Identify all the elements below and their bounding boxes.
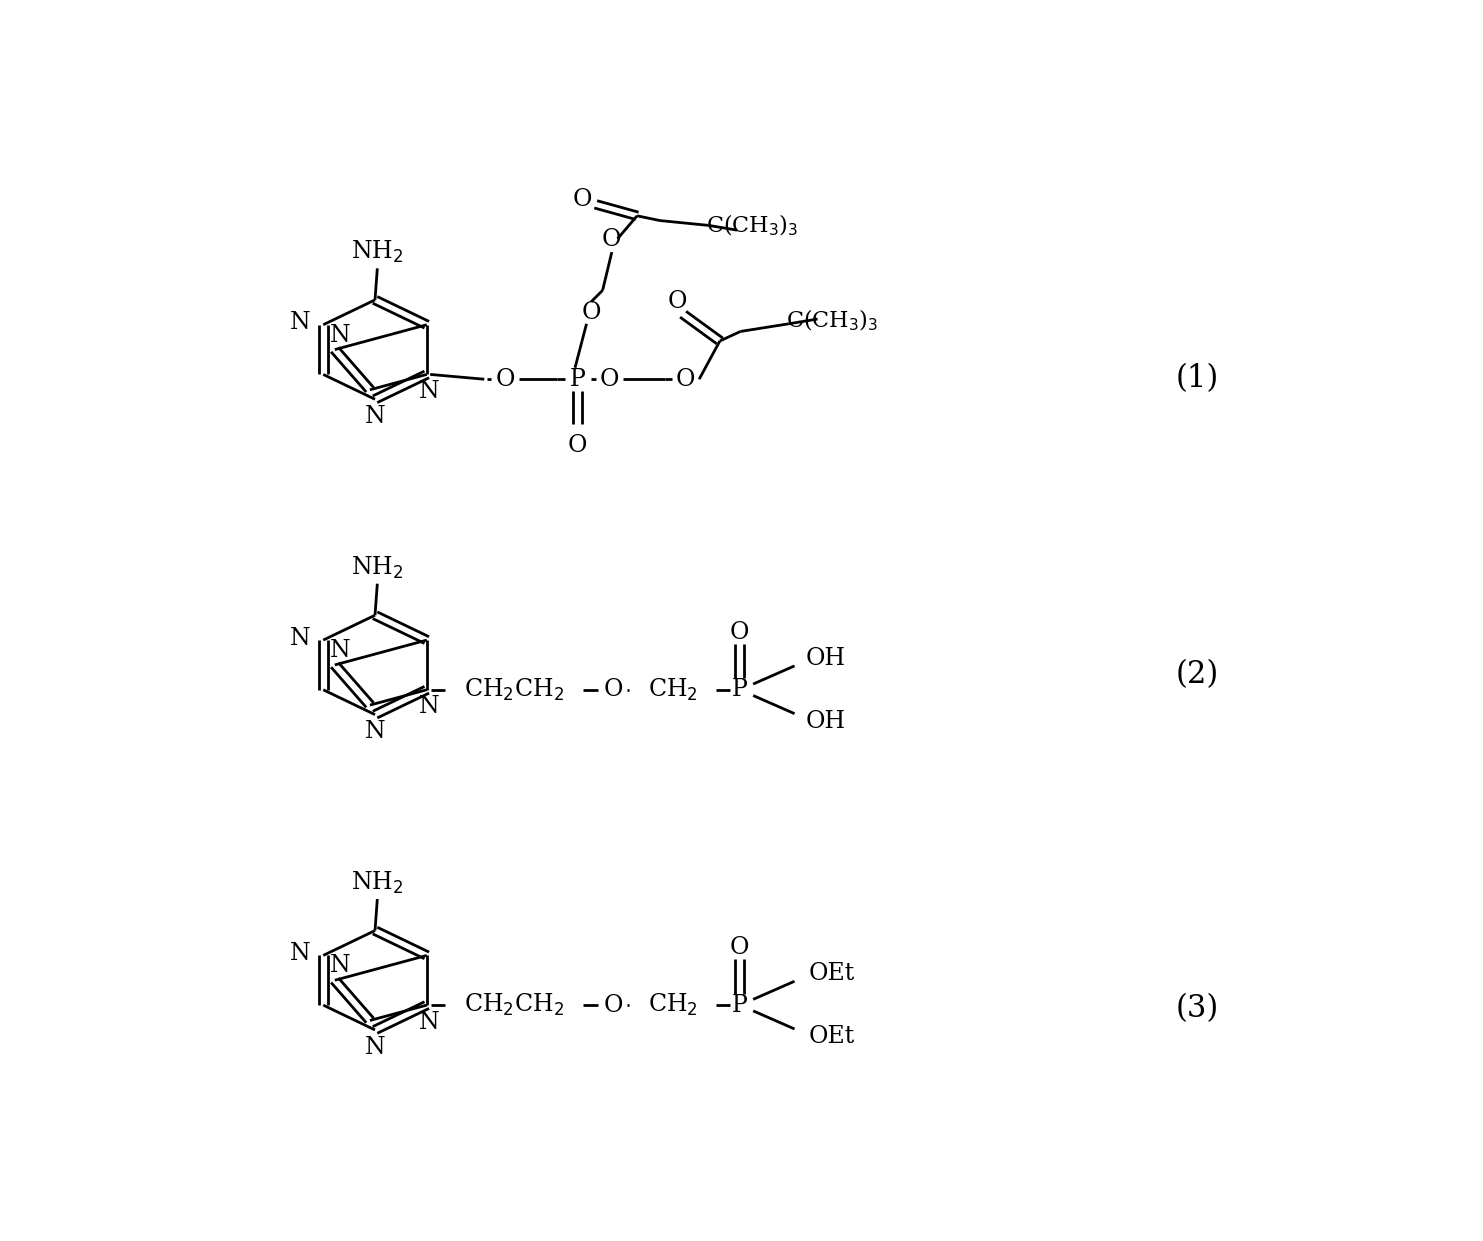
Text: N: N [291, 311, 310, 334]
Text: O: O [568, 433, 587, 457]
Text: OEt: OEt [808, 962, 854, 985]
Text: CH$_2$: CH$_2$ [648, 676, 697, 702]
Text: OEt: OEt [808, 1025, 854, 1049]
Text: (1): (1) [1175, 362, 1219, 393]
Text: N: N [331, 639, 351, 663]
Text: OH: OH [805, 710, 845, 732]
Text: P: P [569, 367, 586, 391]
Text: O: O [676, 367, 696, 391]
Text: N: N [291, 627, 310, 650]
Text: O: O [599, 367, 620, 391]
Text: O: O [604, 679, 623, 701]
Text: O: O [604, 994, 623, 1016]
Text: CH$_2$CH$_2$: CH$_2$CH$_2$ [464, 676, 564, 702]
Text: C(CH$_3$)$_3$: C(CH$_3$)$_3$ [786, 308, 878, 333]
Text: O: O [730, 620, 749, 644]
Text: O: O [581, 300, 601, 324]
Text: N: N [331, 954, 351, 978]
Text: P: P [731, 994, 747, 1016]
Text: N: N [365, 720, 386, 743]
Text: OH: OH [805, 647, 845, 670]
Text: (2): (2) [1175, 659, 1219, 690]
Text: NH$_2$: NH$_2$ [351, 555, 403, 581]
Text: CH$_2$: CH$_2$ [648, 992, 697, 1018]
Text: N: N [365, 1036, 386, 1059]
Text: O: O [602, 228, 621, 251]
Text: P: P [731, 679, 747, 701]
Text: N: N [365, 405, 386, 428]
Text: N: N [291, 942, 310, 965]
Text: O: O [667, 290, 687, 313]
Text: N: N [331, 324, 351, 346]
Text: NH$_2$: NH$_2$ [351, 870, 403, 896]
Text: (3): (3) [1175, 994, 1219, 1024]
Text: N: N [418, 380, 439, 403]
Text: NH$_2$: NH$_2$ [351, 240, 403, 266]
Text: N: N [418, 695, 439, 719]
Text: O: O [572, 189, 592, 211]
Text: O: O [730, 936, 749, 959]
Text: CH$_2$CH$_2$: CH$_2$CH$_2$ [464, 992, 564, 1018]
Text: O: O [495, 367, 515, 391]
Text: C(CH$_3$)$_3$: C(CH$_3$)$_3$ [706, 212, 798, 238]
Text: N: N [418, 1011, 439, 1034]
